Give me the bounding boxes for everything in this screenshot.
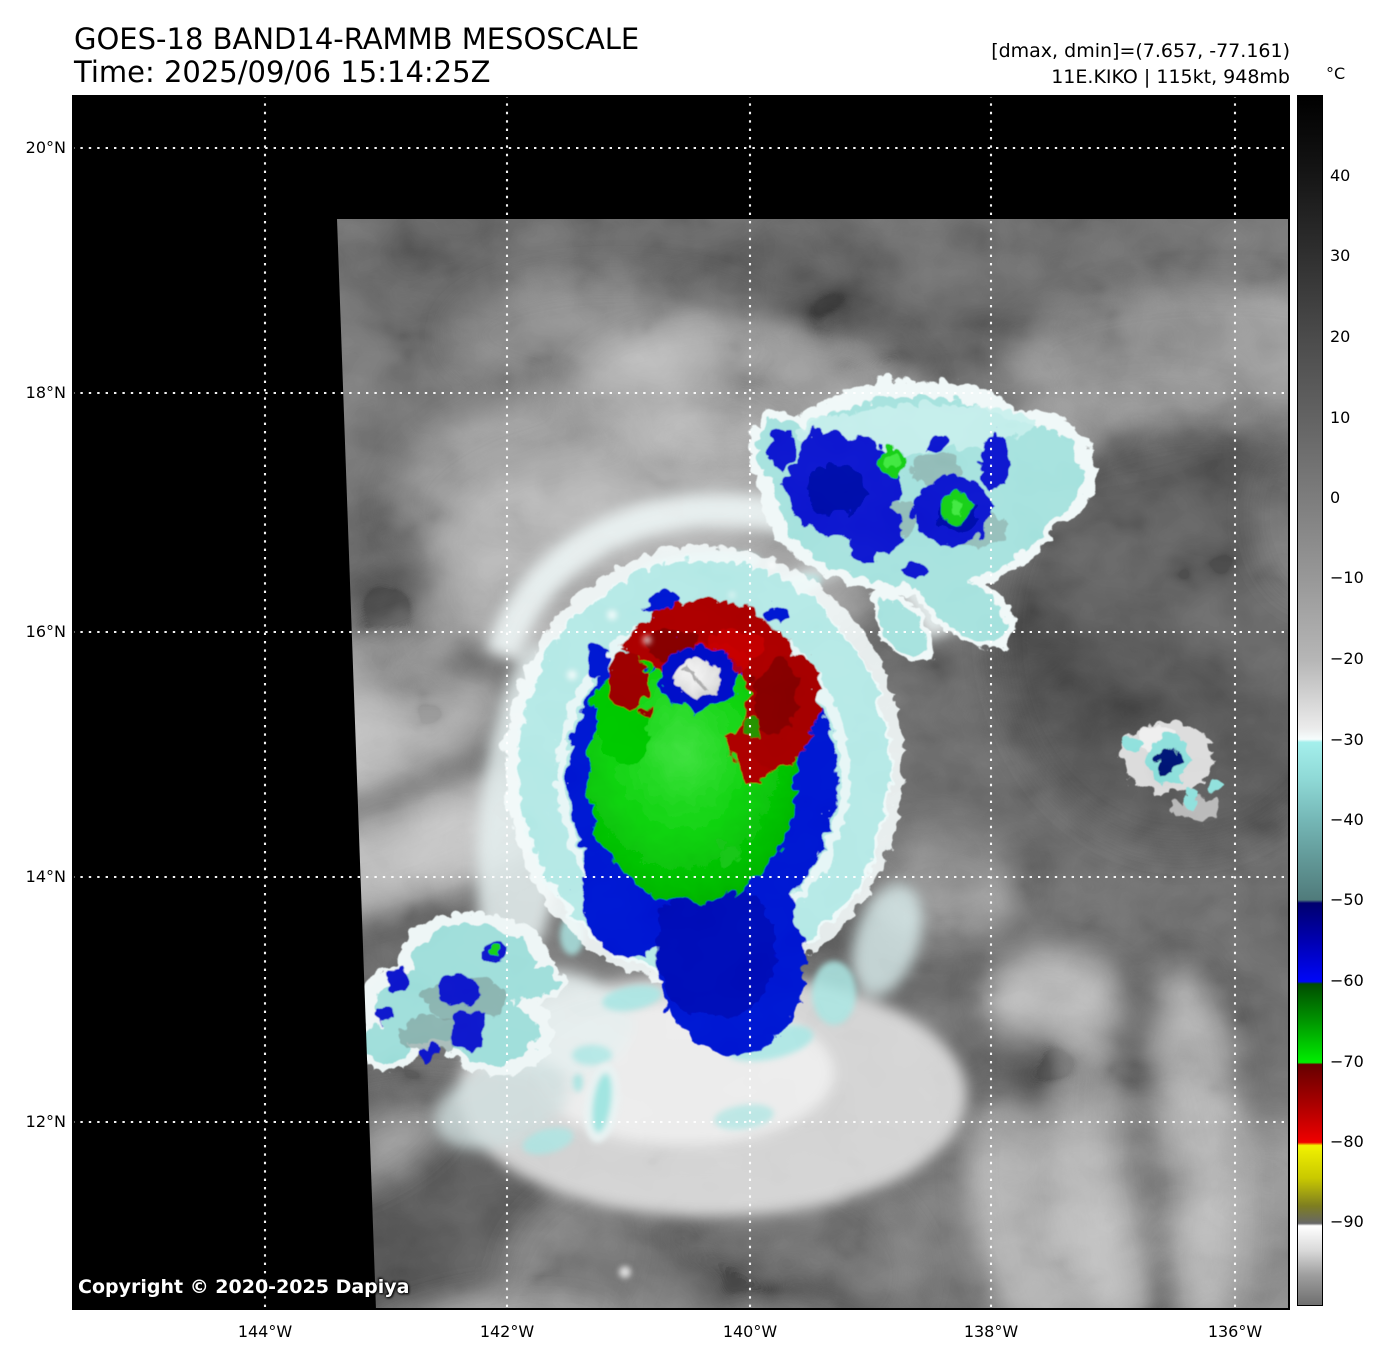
colorbar-unit-label: °C (1326, 64, 1346, 83)
colorbar-tick: 40 (1330, 166, 1351, 185)
lon-axis-label: 142°W (479, 1322, 535, 1341)
colorbar-tick: 10 (1330, 408, 1351, 427)
colorbar-tick: 0 (1330, 488, 1341, 507)
colorbar-tick: −30 (1330, 730, 1364, 749)
annotation-block: [dmax, dmin]=(7.657, -77.161) 11E.KIKO |… (991, 38, 1290, 90)
colorbar-tick: −80 (1330, 1132, 1364, 1151)
goes-data-region (337, 219, 1290, 1310)
colorbar-tick: −90 (1330, 1212, 1364, 1231)
storm-annotation: 11E.KIKO | 115kt, 948mb (1051, 66, 1290, 88)
dmax-dmin-annotation: [dmax, dmin]=(7.657, -77.161) (991, 40, 1290, 62)
colorbar-tick: 30 (1330, 246, 1351, 265)
map-border (72, 95, 1290, 1310)
lon-axis-label: 136°W (1207, 1322, 1263, 1341)
temperature-colorbar (1297, 95, 1323, 1306)
colorbar-tick: −70 (1330, 1052, 1364, 1071)
satellite-map (72, 95, 1290, 1310)
colorbar-tick: −60 (1330, 971, 1364, 990)
colorbar-tick: 20 (1330, 327, 1351, 346)
colorbar-tick: −20 (1330, 649, 1364, 668)
lon-axis-label: 138°W (963, 1322, 1019, 1341)
figure-title: GOES-18 BAND14-RAMMB MESOSCALE (74, 22, 640, 56)
lat-axis-label: 20°N (25, 138, 66, 157)
colorbar-tick: −10 (1330, 568, 1364, 587)
lat-axis-label: 14°N (25, 867, 66, 886)
lat-axis-label: 16°N (25, 622, 66, 641)
lat-axis-label: 12°N (25, 1112, 66, 1131)
figure-time: Time: 2025/09/06 15:14:25Z (74, 55, 491, 89)
satellite-scene (72, 95, 1290, 1310)
latlon-gridlines (72, 95, 1290, 1310)
lon-axis-label: 140°W (722, 1322, 778, 1341)
colorbar-tick: −40 (1330, 810, 1364, 829)
colorbar-tick: −50 (1330, 890, 1364, 909)
lon-axis-label: 144°W (237, 1322, 293, 1341)
lat-axis-label: 18°N (25, 383, 66, 402)
copyright-label: Copyright © 2020-2025 Dapiya (78, 1276, 410, 1298)
